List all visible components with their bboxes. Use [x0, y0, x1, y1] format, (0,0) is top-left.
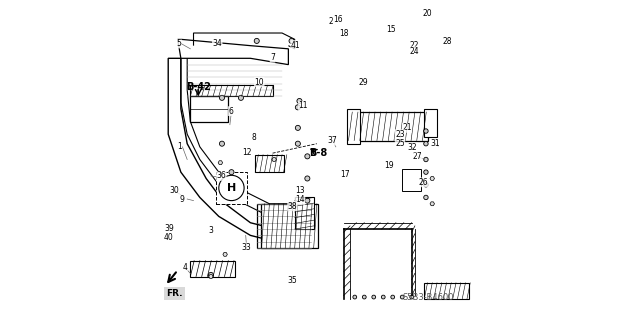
Circle shape	[424, 182, 428, 187]
Circle shape	[220, 95, 225, 100]
Text: 24: 24	[410, 47, 419, 56]
Bar	[257, 204, 310, 248]
Text: 7: 7	[270, 53, 275, 62]
Circle shape	[410, 295, 413, 299]
Circle shape	[424, 170, 428, 174]
Text: 39: 39	[164, 224, 173, 233]
Text: 13: 13	[295, 186, 305, 195]
Circle shape	[424, 195, 428, 200]
Bar	[190, 96, 228, 122]
Bar	[348, 112, 428, 141]
Text: 38: 38	[287, 202, 298, 211]
Text: 34: 34	[212, 39, 222, 48]
FancyBboxPatch shape	[190, 261, 235, 277]
Text: B-8: B-8	[308, 148, 327, 158]
Polygon shape	[430, 202, 435, 206]
FancyBboxPatch shape	[294, 197, 314, 229]
Circle shape	[295, 125, 300, 130]
Bar	[347, 109, 360, 144]
Text: 2: 2	[329, 17, 333, 26]
Text: FR.: FR.	[166, 289, 183, 298]
Text: 27: 27	[413, 152, 422, 161]
Text: 14: 14	[295, 196, 305, 204]
Circle shape	[362, 295, 366, 299]
Circle shape	[295, 141, 300, 146]
Bar	[424, 109, 437, 137]
Text: S5B3-B4600: S5B3-B4600	[402, 293, 454, 301]
Bar	[424, 283, 468, 299]
Text: 40: 40	[164, 234, 173, 242]
Text: 33: 33	[242, 243, 252, 252]
Circle shape	[239, 95, 243, 100]
Circle shape	[295, 105, 300, 110]
Circle shape	[401, 295, 404, 299]
Text: 32: 32	[408, 143, 417, 152]
Text: 12: 12	[242, 148, 252, 157]
Bar	[262, 204, 319, 248]
Polygon shape	[430, 176, 435, 180]
Polygon shape	[209, 275, 213, 278]
Circle shape	[391, 295, 395, 299]
Circle shape	[381, 295, 385, 299]
Polygon shape	[223, 252, 227, 256]
Text: 37: 37	[328, 136, 337, 145]
Text: 21: 21	[402, 123, 412, 132]
Circle shape	[254, 38, 259, 43]
FancyBboxPatch shape	[216, 172, 247, 204]
Circle shape	[305, 176, 310, 181]
Polygon shape	[272, 158, 276, 161]
Polygon shape	[218, 161, 223, 165]
Text: 20: 20	[422, 9, 433, 18]
Circle shape	[424, 157, 428, 162]
Text: 11: 11	[298, 101, 308, 110]
Text: H: H	[227, 183, 236, 193]
Text: 16: 16	[333, 15, 343, 24]
Text: 25: 25	[395, 138, 405, 148]
Circle shape	[305, 198, 310, 203]
Text: 9: 9	[179, 195, 184, 204]
Circle shape	[209, 272, 213, 278]
Text: 19: 19	[384, 161, 394, 170]
Circle shape	[424, 141, 428, 146]
FancyBboxPatch shape	[402, 169, 421, 191]
Text: 35: 35	[287, 276, 298, 285]
Text: 30: 30	[170, 186, 179, 195]
Text: 17: 17	[340, 170, 350, 179]
Circle shape	[229, 170, 234, 175]
Text: 5: 5	[176, 39, 181, 48]
Text: 31: 31	[430, 139, 440, 148]
Text: 41: 41	[291, 41, 300, 49]
Text: 10: 10	[255, 78, 264, 86]
Circle shape	[305, 154, 310, 159]
Text: 29: 29	[358, 78, 368, 87]
Text: 26: 26	[419, 178, 429, 187]
FancyBboxPatch shape	[255, 155, 284, 172]
Text: 22: 22	[410, 41, 419, 49]
Circle shape	[220, 141, 225, 146]
Bar	[190, 85, 273, 96]
Text: 28: 28	[442, 37, 452, 46]
Text: 4: 4	[182, 263, 188, 272]
Text: 1: 1	[177, 142, 182, 151]
Text: 15: 15	[387, 25, 396, 34]
Circle shape	[424, 129, 428, 133]
Text: B-42: B-42	[186, 82, 211, 92]
Circle shape	[353, 295, 356, 299]
Circle shape	[289, 38, 294, 43]
Text: 3: 3	[209, 226, 213, 235]
Text: 18: 18	[339, 29, 348, 38]
Text: 6: 6	[228, 107, 233, 115]
Text: 36: 36	[216, 171, 226, 181]
Text: 8: 8	[252, 133, 256, 143]
Circle shape	[297, 99, 302, 104]
Circle shape	[372, 295, 376, 299]
Text: 23: 23	[395, 130, 405, 139]
